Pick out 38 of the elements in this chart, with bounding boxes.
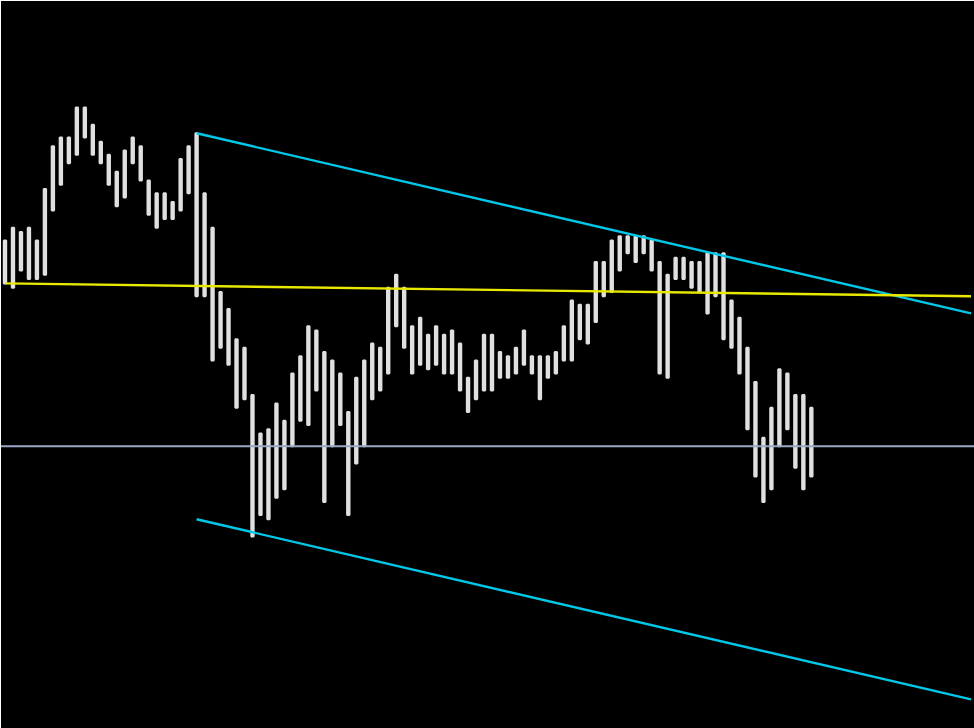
candlestick [561,325,567,362]
candlestick [513,346,519,375]
candlestick [545,355,551,379]
candlestick [681,256,686,281]
candlestick [106,153,111,186]
candlestick [409,325,415,375]
candlestick [122,149,127,199]
candlestick [449,329,455,375]
candlestick [537,355,543,401]
candlestick [465,376,471,414]
candlestick [505,355,511,379]
candlestick [74,106,80,156]
candlestick [689,260,694,289]
candlestick [633,235,638,263]
candlestick [417,316,423,366]
candlestick [521,329,527,366]
candlestick [98,140,103,165]
candlestick [130,136,135,165]
candlestick [378,346,383,392]
candlestick [58,136,64,186]
candlestick [433,325,439,366]
candlestick [18,230,24,272]
candlestick [585,303,590,345]
candlestick [162,192,167,221]
candlestick [441,333,447,375]
candlestick [553,351,559,375]
candlestick [457,342,463,392]
candlestick [2,239,8,285]
candlestick [90,123,96,156]
candlestick [617,235,622,272]
candlestick [577,303,583,341]
candlestick [66,136,72,165]
candlestick [425,333,431,371]
candlestick [34,239,40,281]
candlestick [497,351,503,379]
candlestick [473,359,479,401]
candlestick [82,106,88,139]
candlestick [114,170,119,208]
